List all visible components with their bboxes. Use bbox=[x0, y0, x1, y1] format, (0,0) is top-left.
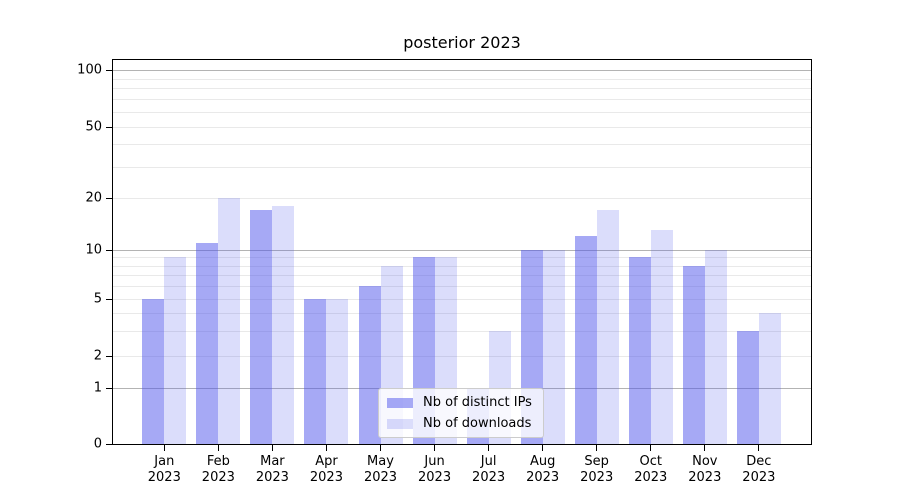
bar-distinct-ips-jan bbox=[142, 299, 165, 444]
y-tick-label: 0 bbox=[93, 436, 102, 452]
x-tick-label: Jan 2023 bbox=[147, 454, 181, 485]
gridline-major bbox=[113, 70, 811, 71]
bar-distinct-ips-feb bbox=[196, 242, 219, 444]
legend-swatch-downloads bbox=[387, 418, 413, 429]
x-tick bbox=[217, 445, 219, 451]
x-tick-label: Nov 2023 bbox=[688, 454, 722, 485]
y-tick-label: 2 bbox=[93, 348, 102, 364]
y-tick-label: 10 bbox=[85, 242, 102, 258]
gridline-minor bbox=[113, 299, 811, 300]
x-tick bbox=[380, 445, 381, 451]
y-tick bbox=[106, 443, 112, 445]
bar-distinct-ips-may bbox=[358, 286, 381, 444]
x-tick-label: Mar 2023 bbox=[255, 454, 289, 485]
y-tick-label: 1 bbox=[93, 380, 102, 396]
x-tick bbox=[325, 445, 327, 451]
bar-downloads-oct bbox=[650, 230, 673, 444]
y-tick bbox=[106, 197, 112, 199]
plot-area bbox=[112, 59, 812, 445]
legend-item-downloads: Nb of downloads bbox=[387, 416, 535, 431]
gridline-minor bbox=[113, 99, 811, 101]
x-tick bbox=[650, 445, 652, 451]
gridline-minor bbox=[113, 356, 811, 357]
gridline-minor bbox=[113, 144, 811, 146]
gridline-minor bbox=[113, 257, 811, 259]
bar-downloads-sep bbox=[596, 210, 619, 444]
x-tick bbox=[542, 445, 544, 451]
y-tick bbox=[106, 126, 112, 128]
x-tick bbox=[271, 445, 273, 451]
x-tick-label: Dec 2023 bbox=[742, 454, 776, 485]
bar-distinct-ips-sep bbox=[574, 236, 597, 444]
x-tick-label: May 2023 bbox=[363, 454, 398, 485]
gridline-minor bbox=[113, 312, 811, 314]
x-tick bbox=[758, 445, 760, 451]
x-tick-label: Aug 2023 bbox=[526, 454, 560, 485]
bar-distinct-ips-nov bbox=[682, 265, 705, 444]
gridline-minor bbox=[113, 198, 811, 199]
x-tick bbox=[434, 445, 436, 451]
bar-distinct-ips-apr bbox=[304, 299, 327, 444]
gridline-minor bbox=[113, 88, 811, 90]
x-tick-label: Apr 2023 bbox=[309, 454, 343, 485]
bar-distinct-ips-dec bbox=[736, 330, 759, 444]
x-tick bbox=[596, 445, 598, 451]
x-tick bbox=[704, 445, 706, 451]
y-tick bbox=[106, 355, 112, 357]
legend-label-distinct-ips: Nb of distinct IPs bbox=[423, 395, 532, 410]
bar-downloads-apr bbox=[326, 299, 349, 444]
x-tick-label: Sep 2023 bbox=[580, 454, 614, 485]
y-tick bbox=[106, 298, 112, 300]
bar-downloads-nov bbox=[704, 250, 727, 444]
bar-downloads-jan bbox=[164, 257, 187, 444]
y-tick-label: 5 bbox=[93, 291, 102, 307]
gridline-minor bbox=[113, 112, 811, 113]
x-tick-label: Oct 2023 bbox=[634, 454, 668, 485]
bar-distinct-ips-mar bbox=[250, 210, 273, 444]
legend-label-downloads: Nb of downloads bbox=[423, 416, 532, 431]
gridline-minor bbox=[113, 286, 811, 288]
x-tick-label: Jun 2023 bbox=[418, 454, 452, 485]
y-tick bbox=[106, 69, 112, 71]
x-tick-label: Feb 2023 bbox=[201, 454, 235, 485]
bar-downloads-feb bbox=[218, 198, 241, 444]
gridline-minor bbox=[113, 78, 811, 80]
bar-distinct-ips-oct bbox=[628, 257, 651, 444]
legend-item-distinct-ips: Nb of distinct IPs bbox=[387, 395, 535, 410]
y-tick-label: 20 bbox=[85, 190, 102, 206]
bar-downloads-mar bbox=[272, 205, 295, 444]
x-tick bbox=[488, 445, 490, 451]
y-tick-label: 50 bbox=[85, 119, 102, 135]
y-tick bbox=[106, 249, 112, 251]
chart-title: posterior 2023 bbox=[403, 33, 521, 52]
gridline-minor bbox=[113, 166, 811, 168]
y-tick-label: 100 bbox=[77, 62, 102, 78]
gridline-minor bbox=[113, 265, 811, 267]
x-tick bbox=[163, 445, 165, 451]
legend-swatch-distinct-ips bbox=[387, 397, 413, 408]
x-tick-label: Jul 2023 bbox=[472, 454, 506, 485]
bar-downloads-aug bbox=[542, 250, 565, 444]
gridline-minor bbox=[113, 127, 811, 128]
bar-downloads-dec bbox=[758, 312, 781, 444]
legend: Nb of distinct IPs Nb of downloads bbox=[378, 388, 544, 438]
gridline-major bbox=[113, 250, 811, 251]
gridline-minor bbox=[113, 330, 811, 332]
gridline-minor bbox=[113, 275, 811, 277]
y-tick bbox=[106, 387, 112, 389]
